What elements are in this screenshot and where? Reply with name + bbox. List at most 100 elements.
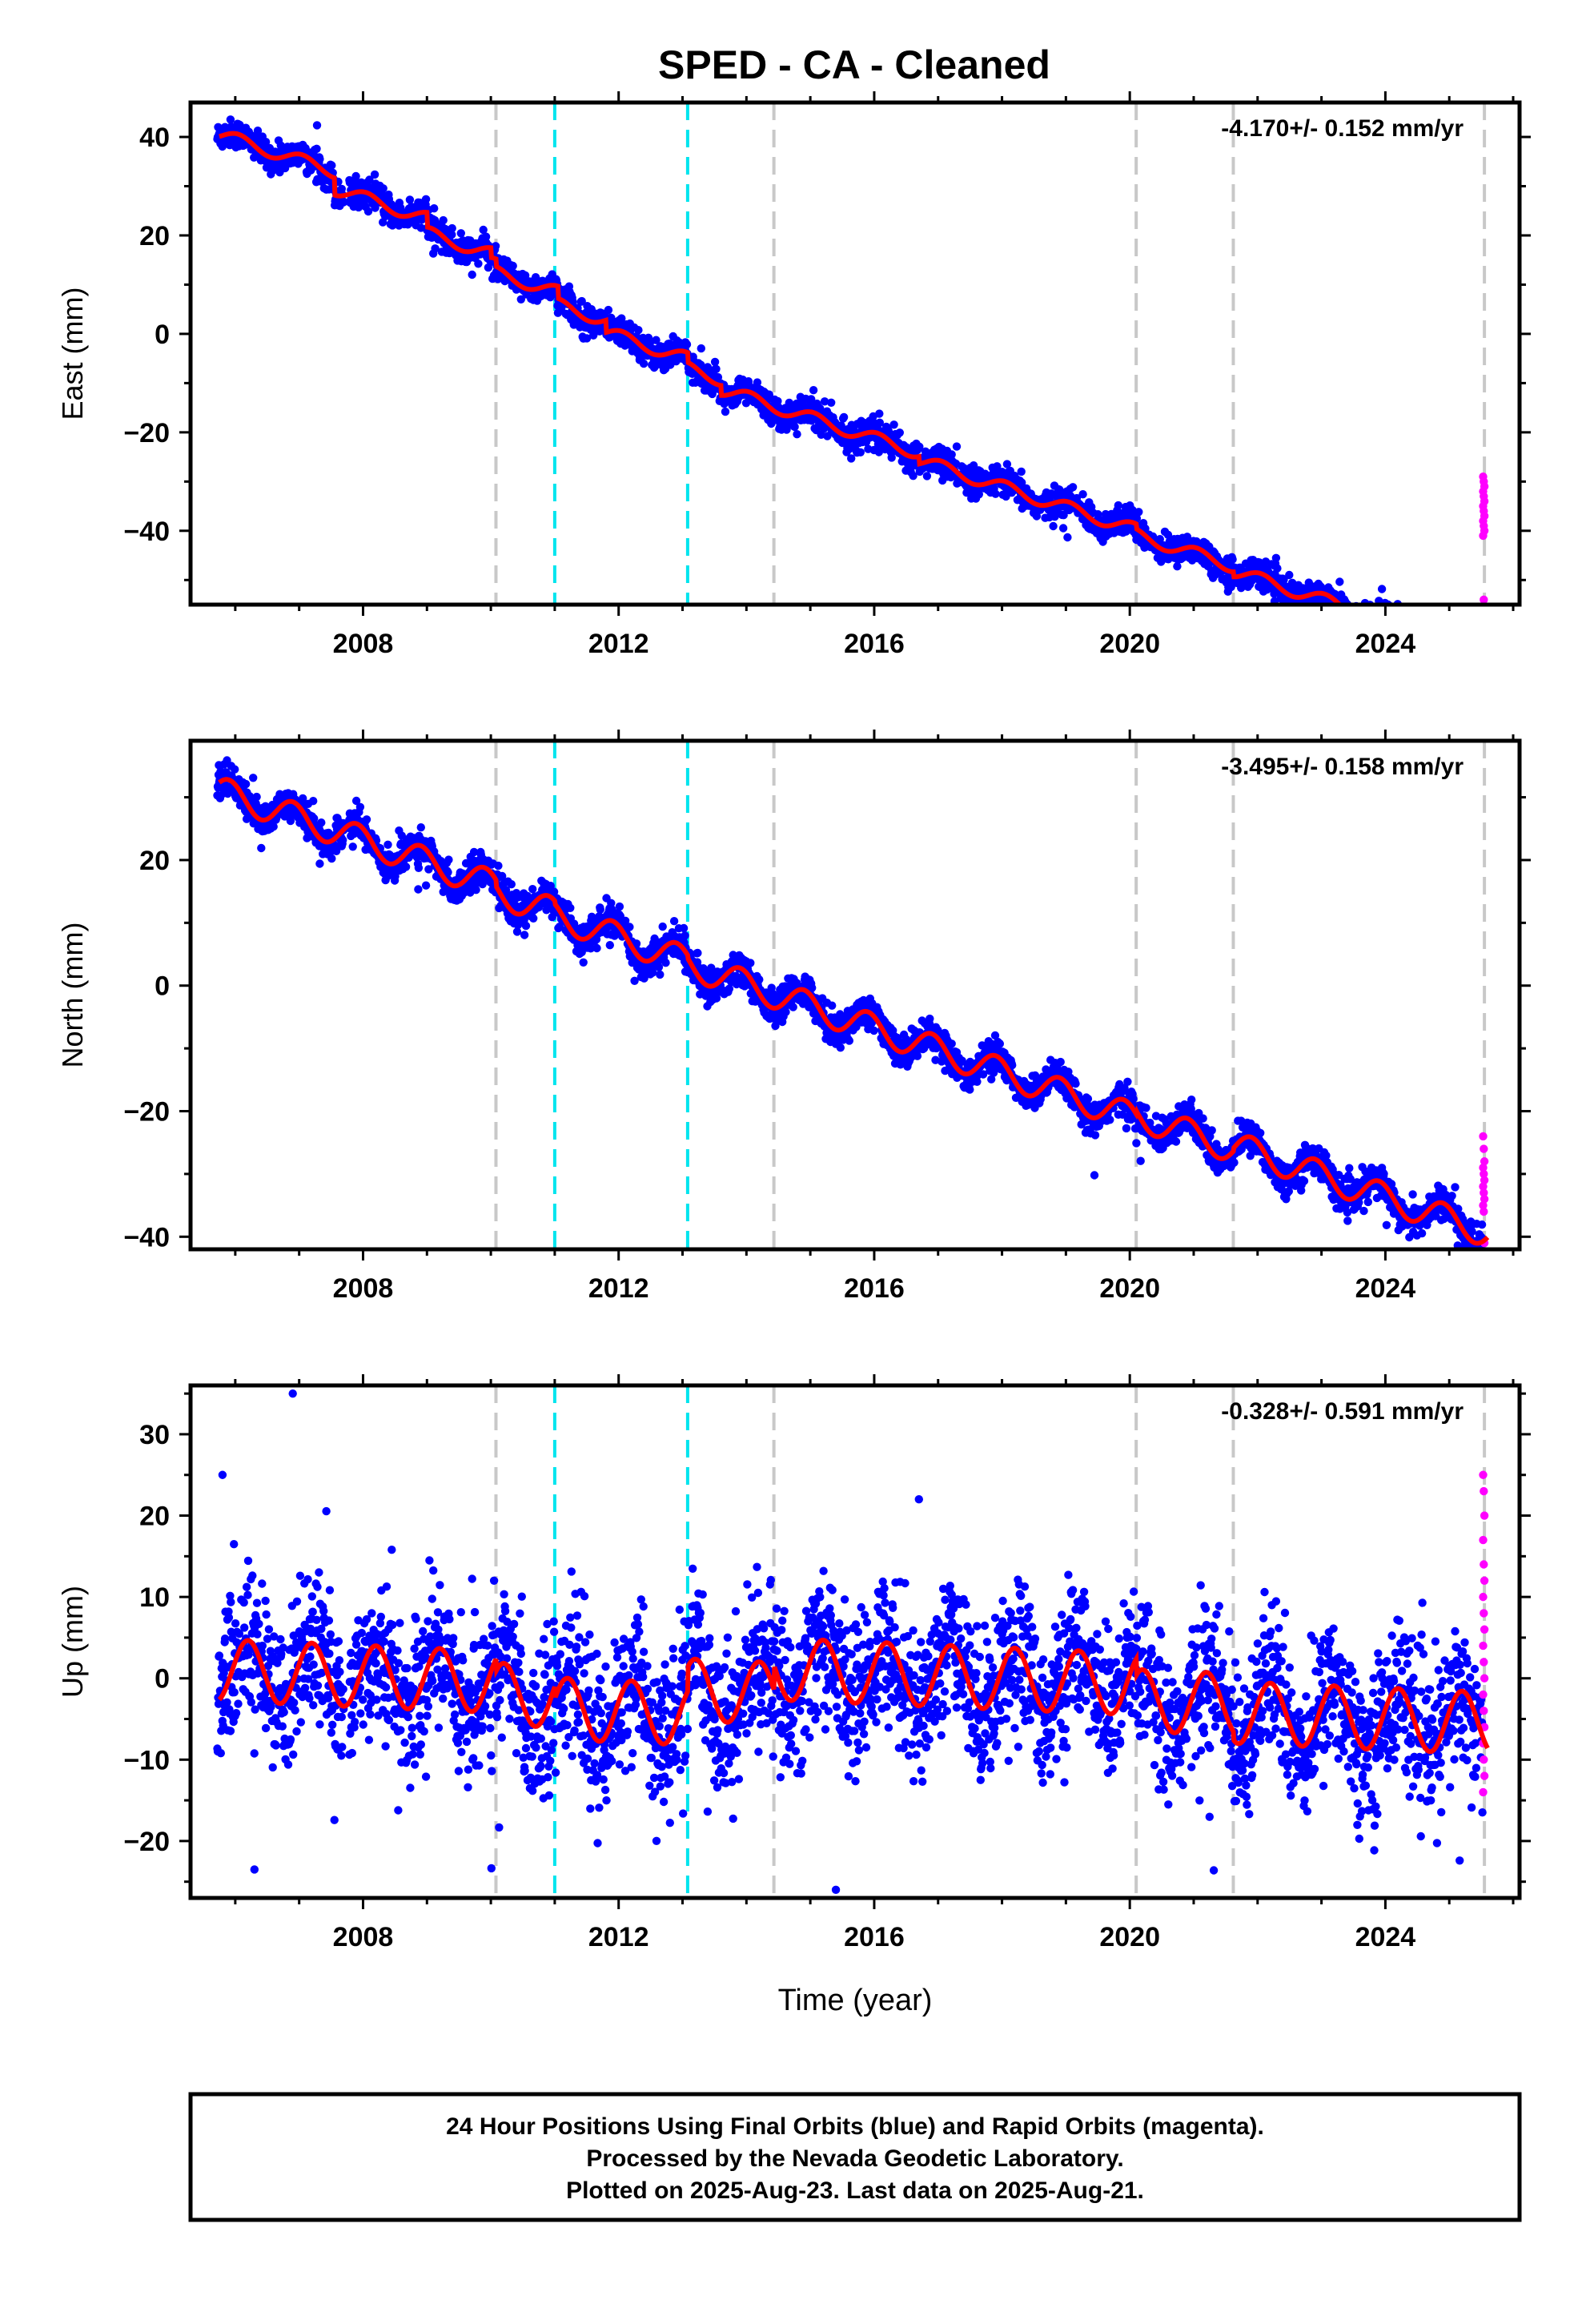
data-point: [1475, 659, 1483, 667]
data-point: [1448, 645, 1456, 653]
data-point: [884, 427, 893, 436]
data-point: [654, 963, 664, 972]
data-point: [1309, 621, 1317, 629]
data-point: [1383, 607, 1391, 615]
data-point: [1377, 609, 1385, 617]
data-point: [1448, 637, 1456, 645]
data-point: [1405, 611, 1413, 619]
data-point: [1078, 490, 1087, 499]
data-point: [1114, 501, 1123, 510]
data-point: [991, 489, 1000, 498]
data-point: [1393, 613, 1401, 621]
data-point: [1352, 609, 1360, 617]
data-point: [1357, 606, 1365, 614]
data-point: [679, 923, 689, 933]
data-point: [1427, 635, 1435, 643]
data-point: [1446, 641, 1454, 649]
data-point: [1387, 606, 1395, 614]
data-point: [1462, 636, 1470, 644]
data-point: [634, 326, 643, 335]
data-point: [1355, 609, 1363, 617]
data-point: [1467, 657, 1475, 665]
data-point: [1351, 613, 1359, 621]
data-point: [1371, 607, 1379, 615]
data-point: [1368, 617, 1376, 625]
data-point: [416, 823, 425, 832]
data-point: [317, 818, 326, 827]
data-point: [249, 774, 258, 782]
data-point: [1059, 511, 1068, 520]
data-point: [1427, 643, 1435, 651]
data-point: [421, 195, 431, 203]
data-point: [444, 855, 453, 864]
data-point: [1358, 618, 1366, 626]
data-point: [1355, 610, 1363, 618]
data-point: [1446, 634, 1454, 642]
data-point: [1431, 635, 1439, 643]
data-point: [1049, 521, 1058, 531]
data-point: [312, 121, 322, 130]
data-point: [521, 921, 531, 931]
data-point: [875, 418, 885, 427]
data-point: [327, 161, 336, 170]
data-point: [828, 1001, 837, 1010]
data-point: [1379, 609, 1387, 617]
data-point: [474, 259, 483, 268]
data-point: [1373, 611, 1381, 619]
data-point: [658, 922, 667, 931]
data-point: [1439, 649, 1447, 657]
data-point: [615, 902, 624, 911]
data-point: [789, 1003, 797, 1011]
data-point: [253, 127, 263, 135]
data-point: [1439, 626, 1447, 634]
data-point: [1365, 613, 1373, 621]
data-point: [1351, 614, 1359, 622]
data-point: [309, 797, 318, 806]
data-point: [1445, 629, 1453, 637]
data-point: [1424, 637, 1432, 645]
data-point: [1287, 610, 1295, 618]
data-point: [315, 155, 324, 163]
data-point: [231, 765, 239, 774]
data-point: [1346, 613, 1354, 621]
data-point: [1399, 619, 1407, 627]
data-point: [895, 428, 905, 437]
data-point: [1362, 617, 1370, 625]
data-point: [773, 396, 782, 406]
data-point: [1396, 619, 1404, 627]
data-point: [1388, 607, 1396, 615]
data-point: [639, 359, 648, 368]
data-point: [1471, 660, 1479, 668]
data-point: [1387, 614, 1395, 622]
data-point: [1422, 645, 1430, 653]
data-point: [697, 344, 705, 353]
data-point: [1473, 665, 1481, 673]
data-point: [1420, 629, 1428, 637]
data-point: [1476, 660, 1484, 668]
data-point: [1453, 644, 1461, 652]
x-tick-label: 2008: [333, 629, 394, 659]
data-point: [1441, 633, 1449, 641]
data-point: [479, 225, 488, 235]
data-point: [1388, 609, 1396, 617]
data-point: [1425, 629, 1433, 637]
data-point: [1477, 659, 1485, 667]
data-point: [1339, 617, 1347, 625]
data-point: [625, 923, 634, 931]
figure-title: SPED - CA - Cleaned: [658, 42, 1050, 87]
data-point: [439, 215, 448, 225]
data-point: [1374, 608, 1382, 616]
data-point: [261, 138, 271, 147]
data-point: [516, 295, 525, 304]
data-point: [1447, 636, 1456, 644]
data-point: [1444, 632, 1452, 640]
data-point: [1369, 616, 1377, 624]
data-point: [1415, 629, 1423, 637]
data-point: [1437, 633, 1445, 641]
data-point: [1347, 610, 1355, 618]
data-point: [365, 175, 374, 184]
data-point: [1344, 607, 1352, 615]
data-point: [1466, 649, 1474, 657]
